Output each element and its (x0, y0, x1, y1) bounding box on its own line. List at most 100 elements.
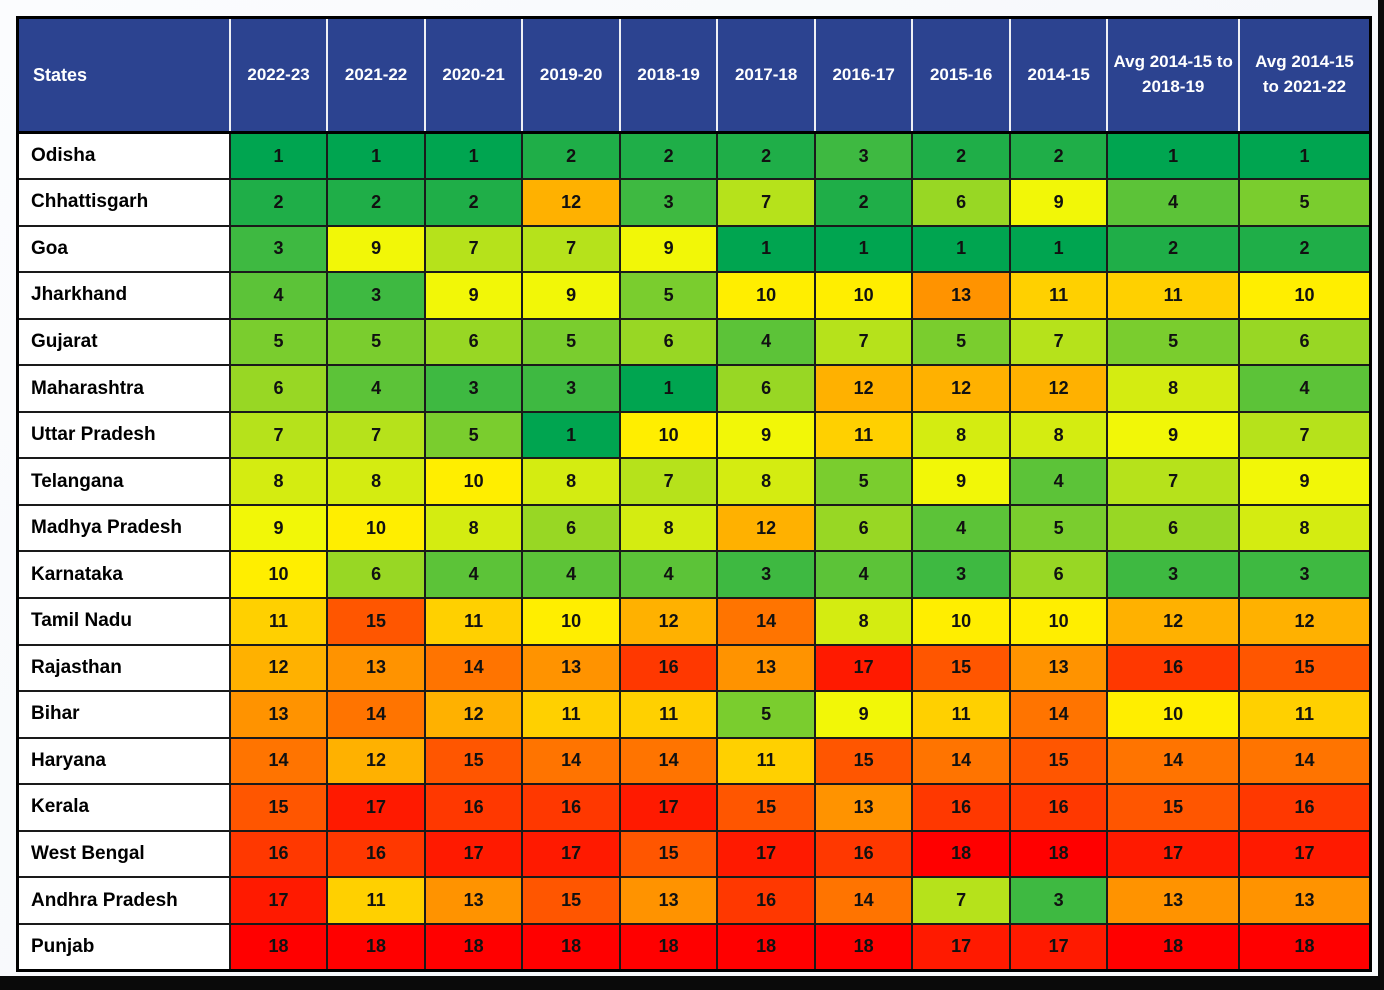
rank-cell: 8 (326, 457, 426, 506)
rank-cell: 2 (1237, 224, 1372, 274)
rank-cell: 12 (1106, 596, 1240, 646)
rank-cell: 11 (1008, 271, 1109, 320)
state-name-cell: Odisha (16, 131, 231, 181)
avg-column-header: Avg 2014-15 to 2018-19 (1106, 17, 1239, 134)
rank-cell: 11 (813, 410, 914, 460)
rank-cell: 4 (716, 317, 816, 367)
rank-cell: 9 (911, 457, 1011, 506)
table-row: Goa 3 9 7 7 9 1 1 1 1 2 2 (16, 224, 1372, 274)
rank-cell: 5 (521, 317, 621, 367)
year-column-header: 2020-21 (423, 17, 523, 134)
rank-cell: 14 (1008, 690, 1109, 739)
rank-cell: 5 (716, 690, 816, 739)
rank-cell: 12 (1237, 596, 1372, 646)
rank-cell: 5 (326, 317, 426, 367)
rank-cell: 3 (716, 550, 816, 599)
rank-cell: 13 (618, 876, 719, 925)
rank-cell: 8 (228, 457, 329, 506)
year-column-header: 2014-15 (1008, 17, 1108, 134)
rank-cell: 13 (521, 643, 621, 693)
rank-cell: 15 (228, 783, 329, 832)
rank-cell: 9 (1008, 178, 1109, 227)
rank-cell: 15 (326, 596, 426, 646)
rank-cell: 3 (521, 364, 621, 413)
rank-cell: 6 (716, 364, 816, 413)
year-column-header: 2016-17 (813, 17, 913, 134)
rank-cell: 3 (618, 178, 719, 227)
table-row: Haryana 14 12 15 14 14 11 15 14 15 14 14 (16, 736, 1372, 786)
rank-cell: 11 (423, 596, 524, 646)
rank-cell: 1 (423, 131, 524, 181)
rank-cell: 5 (423, 410, 524, 460)
rank-cell: 10 (423, 457, 524, 506)
rank-cell: 18 (521, 922, 621, 972)
rank-cell: 2 (618, 131, 719, 181)
year-column-header: 2019-20 (521, 17, 620, 134)
rank-cell: 17 (1008, 922, 1109, 972)
rank-cell: 11 (716, 736, 816, 786)
rank-cell: 16 (813, 829, 914, 879)
year-column-header: 2022-23 (228, 17, 328, 134)
rank-cell: 16 (521, 783, 621, 832)
table-row: Kerala 15 17 16 16 17 15 13 16 16 15 16 (16, 783, 1372, 832)
rank-cell: 8 (911, 410, 1011, 460)
rank-cell: 8 (1237, 503, 1372, 553)
rank-cell: 10 (716, 271, 816, 320)
rank-cell: 4 (618, 550, 719, 599)
rank-cell: 15 (1106, 783, 1240, 832)
rank-cell: 15 (1237, 643, 1372, 693)
rank-cell: 10 (1106, 690, 1240, 739)
rank-cell: 3 (1106, 550, 1240, 599)
rank-cell: 5 (1106, 317, 1240, 367)
rank-cell: 14 (326, 690, 426, 739)
rank-cell: 8 (1106, 364, 1240, 413)
rank-cell: 12 (618, 596, 719, 646)
state-name-cell: Jharkhand (16, 271, 231, 320)
table-row: Bihar 13 14 12 11 11 5 9 11 14 10 11 (16, 690, 1372, 739)
rank-cell: 17 (813, 643, 914, 693)
rank-cell: 7 (1106, 457, 1240, 506)
rank-cell: 2 (813, 178, 914, 227)
rank-cell: 15 (911, 643, 1011, 693)
rank-cell: 4 (521, 550, 621, 599)
rank-cell: 7 (911, 876, 1011, 925)
rank-cell: 12 (423, 690, 524, 739)
state-name-cell: Rajasthan (16, 643, 231, 693)
rank-cell: 9 (618, 224, 719, 274)
rank-cell: 16 (423, 783, 524, 832)
year-column-header: 2015-16 (911, 17, 1010, 134)
rank-cell: 5 (228, 317, 329, 367)
rank-cell: 10 (813, 271, 914, 320)
table-row: Tamil Nadu 11 15 11 10 12 14 8 10 10 12 12 (16, 596, 1372, 646)
rank-cell: 6 (521, 503, 621, 553)
rank-cell: 17 (911, 922, 1011, 972)
rank-cell: 11 (1106, 271, 1240, 320)
table-row: Uttar Pradesh 7 7 5 1 10 9 11 8 8 9 7 (16, 410, 1372, 460)
rank-cell: 13 (1237, 876, 1372, 925)
rank-cell: 6 (911, 178, 1011, 227)
rank-cell: 8 (813, 596, 914, 646)
rank-cell: 15 (618, 829, 719, 879)
rank-cell: 2 (423, 178, 524, 227)
rank-cell: 5 (1237, 178, 1372, 227)
rank-cell: 13 (813, 783, 914, 832)
rank-cell: 10 (521, 596, 621, 646)
rank-cell: 6 (1106, 503, 1240, 553)
rank-cell: 1 (228, 131, 329, 181)
rank-cell: 4 (813, 550, 914, 599)
table-row: West Bengal 16 16 17 17 15 17 16 18 18 17 17 (16, 829, 1372, 879)
rank-cell: 8 (618, 503, 719, 553)
rank-cell: 2 (326, 178, 426, 227)
year-column-header: 2021-22 (326, 17, 425, 134)
rank-cell: 10 (228, 550, 329, 599)
rank-cell: 4 (1008, 457, 1109, 506)
rank-cell: 12 (521, 178, 621, 227)
rank-cell: 18 (326, 922, 426, 972)
state-name-cell: Madhya Pradesh (16, 503, 231, 553)
rank-cell: 1 (813, 224, 914, 274)
rank-cell: 17 (423, 829, 524, 879)
rank-cell: 4 (911, 503, 1011, 553)
rank-cell: 16 (1237, 783, 1372, 832)
rank-cell: 4 (326, 364, 426, 413)
rank-cell: 10 (1237, 271, 1372, 320)
